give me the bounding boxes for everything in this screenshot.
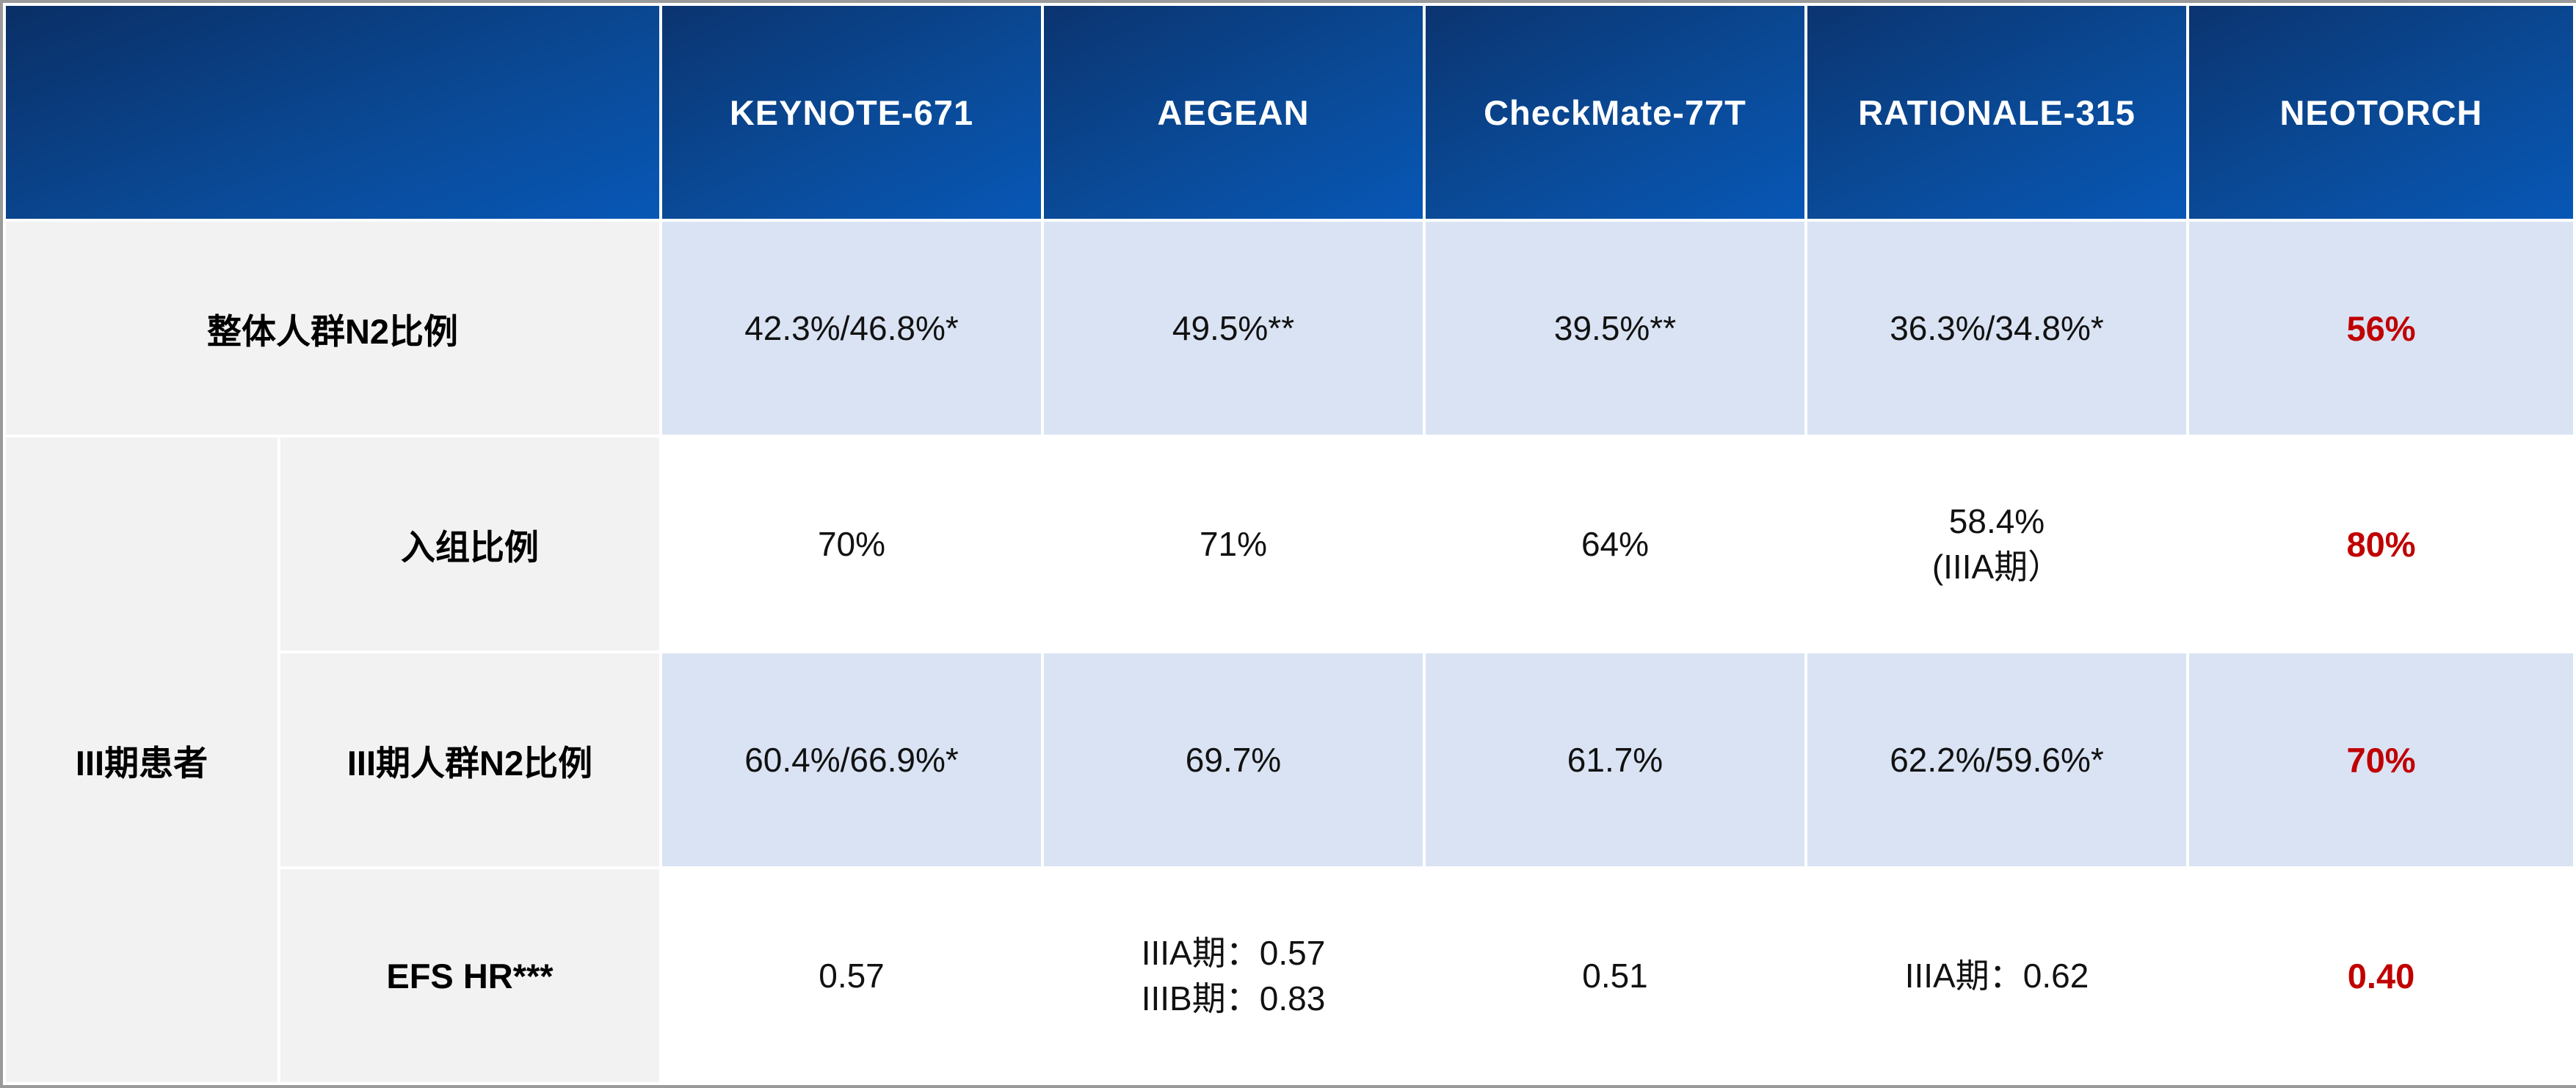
stage3-n2-checkmate: 61.7% [1423,650,1807,869]
efs-keynote: 0.57 [659,866,1044,1085]
column-header-keynote-671: KEYNOTE-671 [659,3,1044,222]
enrollment-rationale: 58.4% (IIIA期） [1804,435,2189,653]
enrollment-keynote: 70% [659,435,1044,653]
efs-aegean: IIIA期：0.57 IIIB期：0.83 [1041,866,1426,1085]
efs-label: EFS HR*** [277,866,662,1085]
efs-neotorch: 0.40 [2186,866,2576,1085]
efs-checkmate: 0.51 [1423,866,1807,1085]
stage3-n2-label: III期人群N2比例 [277,650,662,869]
efs-aegean-line2: IIIB期：0.83 [1141,979,1326,1018]
overall-n2-row: 整体人群N2比例 42.3%/46.8%* 49.5%** 39.5%** 36… [3,219,2576,438]
overall-n2-neotorch: 56% [2186,219,2576,438]
enrollment-neotorch: 80% [2186,435,2576,653]
stage3-n2-aegean: 69.7% [1041,650,1426,869]
enrollment-rationale-note: (IIIA期） [1931,548,2062,586]
stage3-n2-neotorch: 70% [2186,650,2576,869]
overall-n2-aegean: 49.5%** [1041,219,1426,438]
overall-n2-label: 整体人群N2比例 [3,219,662,438]
comparison-table: KEYNOTE-671 AEGEAN CheckMate-77T RATIONA… [3,3,2576,1085]
stage3-n2-rationale: 62.2%/59.6%* [1804,650,2189,869]
stage3-n2-row: III期人群N2比例 60.4%/66.9%* 69.7% 61.7% 62.2… [4,650,2576,869]
enrollment-label: 入组比例 [277,435,662,653]
enrollment-checkmate: 64% [1423,435,1807,653]
enrollment-row: III期患者 入组比例 70% 71% 64% 58.4% (IIIA期） 80… [3,435,2576,1085]
overall-n2-keynote: 42.3%/46.8%* [659,219,1044,438]
efs-rationale: IIIA期：0.62 [1804,866,2189,1085]
column-header-checkmate-77t: CheckMate-77T [1423,3,1807,222]
header-row: KEYNOTE-671 AEGEAN CheckMate-77T RATIONA… [3,3,2576,222]
efs-aegean-line1: IIIA期：0.57 [1141,934,1326,972]
column-header-neotorch: NEOTORCH [2186,3,2576,222]
header-corner-cell [3,3,662,222]
column-header-aegean: AEGEAN [1041,3,1426,222]
efs-row: EFS HR*** 0.57 IIIA期：0.57 IIIB期：0.83 0.5… [4,866,2576,1085]
overall-n2-checkmate: 39.5%** [1423,219,1807,438]
stage3-group-label: III期患者 [3,435,280,1085]
overall-n2-rationale: 36.3%/34.8%* [1804,219,2189,438]
stage3-n2-keynote: 60.4%/66.9%* [659,650,1044,869]
enrollment-aegean: 71% [1041,435,1426,653]
enrollment-rationale-value: 58.4% [1948,502,2045,540]
column-header-rationale-315: RATIONALE-315 [1804,3,2189,222]
